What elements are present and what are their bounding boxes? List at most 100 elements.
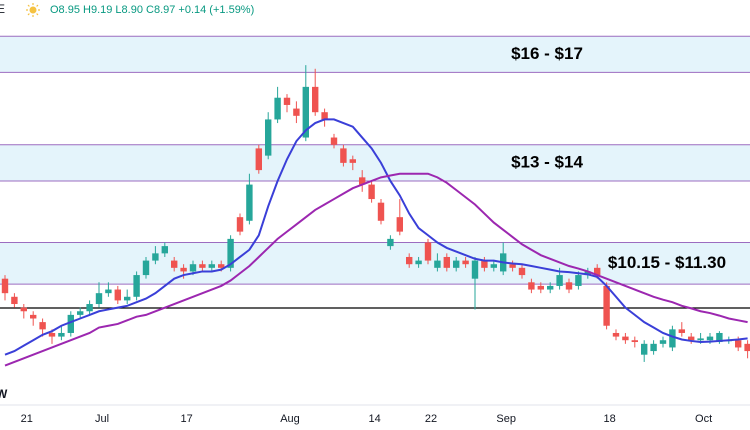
candle-body: [114, 289, 121, 301]
candle-body: [509, 264, 516, 268]
candle-body: [415, 260, 422, 265]
candle-body: [161, 246, 168, 254]
candle-body: [424, 242, 432, 261]
candle-body: [377, 202, 385, 221]
symbol-fragment: E: [0, 2, 5, 16]
candle-body: [556, 275, 563, 286]
x-tick-label: Aug: [280, 413, 300, 425]
candle-body: [227, 238, 234, 268]
candle-body: [236, 217, 244, 232]
candle-body: [95, 293, 103, 305]
candle-body: [208, 264, 215, 268]
candle-body: [340, 148, 347, 163]
candle-body: [349, 159, 356, 163]
candle-body: [481, 260, 488, 268]
candle-body: [396, 217, 403, 232]
candle-body: [283, 97, 291, 105]
candle-body: [105, 289, 112, 294]
candle-body: [77, 311, 84, 315]
candle-body: [565, 282, 573, 290]
candle-body: [594, 267, 601, 276]
x-tick-label: 14: [368, 413, 380, 425]
zone: [0, 36, 750, 73]
candle-body: [124, 296, 131, 301]
candle-body: [189, 264, 197, 272]
candle-body: [67, 314, 74, 333]
candle-body: [58, 332, 65, 337]
candle-body: [669, 329, 676, 348]
candle-body: [547, 285, 554, 290]
average-line: [4, 172, 748, 367]
x-tick-label: 17: [180, 413, 192, 425]
candle-body: [688, 336, 695, 341]
candle-body: [575, 275, 582, 286]
candle-body: [171, 260, 178, 268]
candle-body: [387, 238, 394, 247]
candle-body: [20, 307, 27, 312]
candle-body: [48, 332, 56, 337]
x-tick-label: Sep: [496, 413, 516, 425]
candle-body: [86, 304, 93, 312]
candle-body: [650, 343, 657, 352]
candle-body: [274, 97, 281, 120]
candle-body: [246, 184, 253, 221]
candle-body: [716, 332, 723, 343]
candle-body: [142, 260, 150, 276]
theme-icon: [26, 3, 40, 17]
candle-body: [359, 177, 366, 185]
candle-body: [302, 86, 309, 138]
candle-body: [622, 336, 629, 341]
zone-label: $10.15 - $11.30: [608, 253, 726, 272]
candle-body: [265, 119, 272, 156]
zone-label: $13 - $14: [511, 152, 583, 171]
candle-body: [133, 275, 140, 297]
candle-body: [11, 296, 18, 305]
candle-body: [199, 264, 206, 268]
candle-body: [490, 264, 497, 268]
candle-body: [1, 278, 9, 294]
candle-body: [612, 332, 620, 337]
quote-line: O8.95 H9.19 L8.90 C8.97 +0.14 (+1.59%): [50, 4, 254, 16]
candle-body: [180, 267, 187, 272]
candle-body: [537, 285, 544, 290]
candle-body: [641, 343, 648, 355]
zone: [0, 144, 750, 181]
x-tick-label: 22: [425, 413, 437, 425]
candle-body: [659, 340, 667, 344]
candle-body: [471, 260, 479, 279]
candle-body: [443, 256, 450, 268]
logo-fragment: W: [0, 387, 8, 401]
candle-body: [30, 314, 37, 319]
candle-body: [462, 260, 469, 265]
candle-body: [406, 256, 413, 265]
candle-body: [293, 108, 300, 116]
candle-body: [735, 340, 742, 348]
candle-body: [528, 282, 535, 290]
x-tick-label: Jul: [95, 413, 109, 425]
candle-body: [584, 271, 591, 276]
candle-body: [453, 260, 460, 268]
x-tick-label: 18: [603, 413, 615, 425]
candle-body: [368, 184, 375, 200]
candle-body: [697, 338, 704, 341]
candle-body: [321, 112, 328, 120]
candle-body: [631, 340, 638, 343]
candle-body: [312, 86, 319, 113]
candle-body: [706, 336, 714, 341]
candle-body: [218, 264, 225, 268]
average-line: [4, 118, 748, 356]
candle-body: [603, 285, 610, 326]
x-tick-label: Oct: [695, 413, 712, 425]
candle-body: [152, 253, 159, 261]
candle-body: [518, 267, 526, 276]
candle-body: [678, 329, 685, 333]
x-tick-label: 21: [21, 413, 33, 425]
candle-body: [255, 148, 262, 171]
zone-label: $16 - $17: [511, 44, 583, 63]
candle-body: [744, 343, 750, 352]
zone: [0, 242, 750, 285]
candle-body: [39, 322, 46, 330]
candle-body: [434, 260, 441, 268]
plot-area: $16 - $17 $13 - $14 $10.15 - $11.30: [0, 35, 750, 367]
